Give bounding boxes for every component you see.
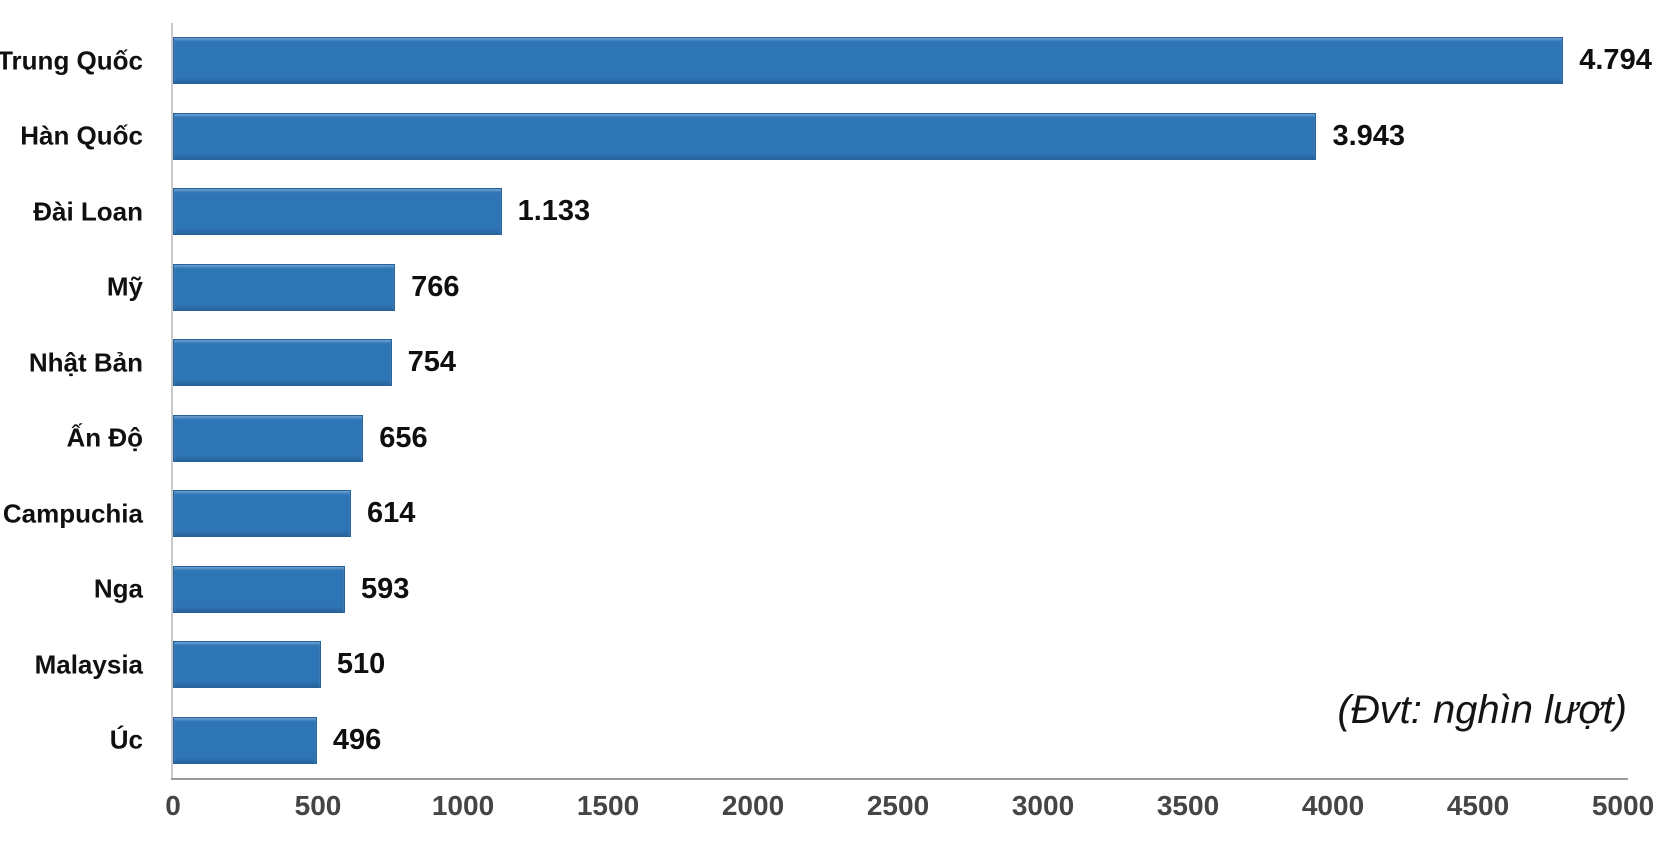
category-label: Ấn Độ	[0, 401, 173, 477]
bar-row: Úc 496	[0, 703, 1673, 779]
value-label: 496	[332, 723, 382, 756]
bar	[173, 339, 392, 387]
value-label: 510	[336, 648, 386, 681]
bar-track: 3.943	[173, 112, 1673, 160]
x-tick-label: 4500	[1446, 790, 1510, 821]
value-label: 754	[407, 346, 457, 379]
bar-row: Campuchia 614	[0, 476, 1673, 552]
bar-row: Trung Quốc 4.794	[0, 23, 1673, 99]
bar-track: 510	[173, 641, 1673, 689]
category-label: Nhật Bản	[0, 325, 173, 401]
bar-track: 766	[173, 263, 1673, 311]
x-tick-label: 3500	[1156, 790, 1220, 821]
x-tick-label: 1500	[576, 790, 640, 821]
bar-row: Nhật Bản 754	[0, 325, 1673, 401]
bar-rows: Trung Quốc 4.794 Hàn Quốc 3.943 Đài Loan 1.13…	[0, 23, 1673, 778]
category-label: Úc	[0, 703, 173, 779]
bar-row: Hàn Quốc 3.943	[0, 99, 1673, 175]
bar-row: Ấn Độ 656	[0, 401, 1673, 477]
x-tick-label: 2500	[866, 790, 930, 821]
category-label: Đài Loan	[0, 174, 173, 250]
bar-track: 1.133	[173, 188, 1673, 236]
bar-row: Malaysia 510	[0, 627, 1673, 703]
bar-track: 614	[173, 490, 1673, 538]
category-label-text: Nga	[93, 573, 143, 604]
x-tick-label: 3000	[1011, 790, 1075, 821]
category-label-text: Hàn Quốc	[20, 120, 143, 151]
value-label: 614	[367, 497, 416, 530]
x-axis-line	[171, 778, 1628, 780]
x-axis-ticks: 0 500 1000 1500 2000 2500 3000 3500 4000 4500 5000	[0, 790, 1673, 830]
value-label: 766	[411, 270, 460, 303]
bar	[173, 112, 1317, 160]
bar-track: 754	[173, 339, 1673, 387]
value-label: 656	[379, 421, 428, 454]
bar	[173, 716, 317, 764]
value-label: 4.794	[1579, 44, 1652, 77]
bar-track: 496	[173, 716, 1673, 764]
category-label: Hàn Quốc	[0, 99, 173, 175]
category-label-text: Malaysia	[34, 649, 143, 680]
bar	[173, 188, 502, 236]
bar	[173, 641, 321, 689]
category-label-text: Mỹ	[106, 271, 143, 302]
category-label: Campuchia	[0, 476, 173, 552]
y-axis-line	[171, 23, 173, 780]
category-label: Trung Quốc	[0, 23, 173, 99]
x-tick-label: 4000	[1301, 790, 1365, 821]
value-label: 3.943	[1332, 119, 1406, 152]
category-label-text: Nhật Bản	[28, 347, 143, 378]
category-label-text: Đài Loan	[33, 196, 143, 227]
unit-annotation: (Đvt: nghìn lượt)	[1337, 688, 1627, 732]
x-tick-label: 5000	[1591, 790, 1655, 821]
x-tick-label: 0	[165, 790, 181, 821]
value-label: 1.133	[517, 195, 591, 228]
category-label: Mỹ	[0, 250, 173, 326]
category-label-text: Campuchia	[2, 498, 143, 529]
bar	[173, 37, 1564, 85]
bar	[173, 490, 352, 538]
bar-track: 593	[173, 565, 1673, 613]
category-label-text: Ấn Độ	[66, 422, 143, 453]
bar	[173, 263, 396, 311]
x-tick-label: 1000	[431, 790, 495, 821]
x-tick-label: 500	[294, 790, 342, 821]
category-label: Nga	[0, 552, 173, 628]
bar-track: 4.794	[173, 37, 1673, 85]
value-label: 593	[360, 572, 410, 605]
bar	[173, 565, 345, 613]
bar-row: Mỹ 766	[0, 250, 1673, 326]
x-tick-label: 2000	[721, 790, 785, 821]
bar-track: 656	[173, 414, 1673, 462]
bar	[173, 414, 364, 462]
category-label-text: Trung Quốc	[0, 45, 143, 76]
category-label: Malaysia	[0, 627, 173, 703]
bar-row: Đài Loan 1.133	[0, 174, 1673, 250]
category-label-text: Úc	[109, 724, 143, 755]
bar-row: Nga 593	[0, 552, 1673, 628]
